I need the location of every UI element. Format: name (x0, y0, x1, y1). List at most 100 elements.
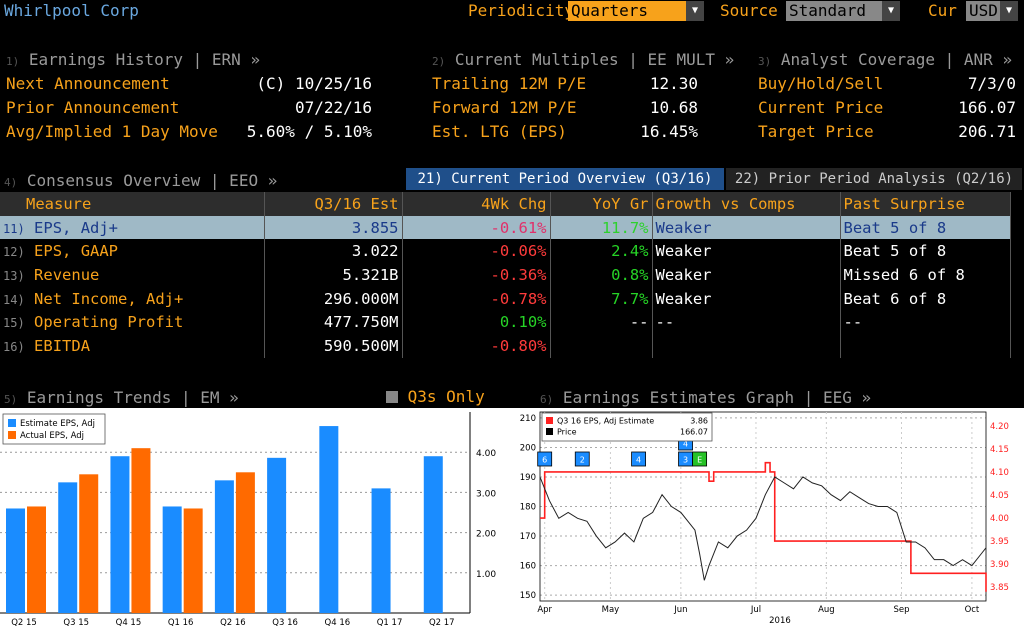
periodicity-dropdown[interactable]: Quarters ▼ (568, 1, 704, 21)
table-row[interactable]: 14) Net Income, Adj+ 296.000M -0.78% 7.7… (0, 286, 1011, 311)
table-row[interactable]: 16) EBITDA 590.500M -0.80% (0, 334, 1011, 358)
currency-value: USD (969, 1, 998, 20)
y-left-tick-label: 210 (520, 414, 536, 424)
section-number: 5) (4, 393, 18, 406)
legend-value: 166.07 (680, 428, 708, 437)
surprise-cell: Beat 5 of 8 (840, 215, 1011, 240)
surprise-cell (840, 334, 1011, 358)
tab-current-period[interactable]: 21) Current Period Overview (Q3/16) (406, 168, 724, 190)
y-right-tick-label: 4.20 (990, 422, 1009, 432)
section-number: 3) (758, 55, 772, 68)
earnings-estimates-graph-link[interactable]: 6) Earnings Estimates Graph | EEG » (540, 388, 871, 407)
column-header[interactable]: Q3/16 Est (264, 192, 403, 216)
x-tick-label: Q3 16 (272, 618, 298, 628)
earnings-history-link[interactable]: 1) Earnings History | ERN » (6, 50, 260, 69)
column-header[interactable]: 4Wk Chg (402, 192, 551, 216)
table-row[interactable]: 11) EPS, Adj+ 3.855 -0.61% 11.7% Weaker … (0, 215, 1011, 240)
estimate-cell: 3.022 (264, 239, 403, 264)
source-dropdown[interactable]: Standard ▼ (786, 1, 900, 21)
legend-swatch (8, 431, 16, 439)
bar-actual (131, 448, 151, 613)
source-label: Source (720, 1, 778, 20)
yoy-cell: -- (550, 310, 653, 335)
yoy-cell: 7.7% (550, 286, 653, 311)
yoy-cell (550, 334, 653, 358)
periodicity-label: Periodicity (468, 1, 574, 20)
column-header[interactable]: Growth vs Comps (652, 192, 841, 216)
x-tick-label: Apr (537, 605, 552, 615)
section-title: Earnings Estimates Graph | EEG » (562, 388, 872, 407)
section-number: 6) (540, 393, 554, 406)
current-multiples-link[interactable]: 2) Current Multiples | EE MULT » (432, 50, 734, 69)
analyst-coverage-link[interactable]: 3) Analyst Coverage | ANR » (758, 50, 1012, 69)
tab-prior-period[interactable]: 22) Prior Period Analysis (Q2/16) (726, 168, 1022, 190)
trailing-pe-label: Trailing 12M P/E (432, 74, 587, 93)
event-marker-label: 4 (683, 440, 688, 449)
x-tick-label: Q1 17 (377, 618, 403, 628)
x-tick-label: Q2 15 (11, 618, 37, 628)
measure-cell: EPS, Adj+ (34, 218, 119, 237)
estimate-cell: 477.750M (264, 310, 403, 335)
surprise-cell: Beat 6 of 8 (840, 286, 1011, 311)
y-left-tick-label: 160 (520, 562, 536, 572)
column-header[interactable]: Past Surprise (840, 192, 1011, 216)
measure-cell: EPS, GAAP (34, 242, 119, 261)
bar-estimate (6, 508, 25, 613)
measure-cell: Operating Profit (34, 313, 184, 332)
bar-estimate (214, 480, 234, 613)
x-tick-label: Q3 15 (63, 618, 89, 628)
change-cell: -0.36% (402, 263, 551, 287)
change-cell: -0.06% (402, 239, 551, 264)
event-marker (692, 451, 708, 467)
yoy-cell: 11.7% (550, 215, 653, 240)
legend-swatch (546, 428, 553, 435)
x-tick-label: Oct (965, 605, 980, 615)
bar-estimate (423, 456, 443, 613)
prior-announcement-label: Prior Announcement (6, 98, 180, 117)
earnings-trends-link[interactable]: 5) Earnings Trends | EM » (4, 388, 239, 407)
consensus-overview-link[interactable]: 4) Consensus Overview | EEO » (4, 171, 277, 190)
currency-label: Cur (928, 1, 957, 20)
x-tick-label: Q2 17 (429, 618, 455, 628)
buy-hold-sell-value: 7/3/0 (967, 74, 1016, 93)
table-header-row: Measure Q3/16 Est 4Wk Chg YoY Gr Growth … (0, 192, 1011, 216)
x-tick-label: Q1 16 (168, 618, 194, 628)
event-marker-label: 4 (636, 456, 641, 465)
legend-swatch (546, 417, 553, 424)
table-row[interactable]: 13) Revenue 5.321B -0.36% 0.8% Weaker Mi… (0, 263, 1011, 287)
section-title: Earnings Trends | EM » (26, 388, 239, 407)
column-header[interactable]: YoY Gr (550, 192, 653, 216)
y-left-tick-label: 170 (520, 532, 536, 542)
y-left-tick-label: 190 (520, 473, 536, 483)
legend-swatch (8, 419, 16, 427)
row-number: 12) (3, 245, 25, 260)
x-year-label: 2016 (769, 616, 791, 626)
source-value: Standard (789, 1, 867, 20)
table-row[interactable]: 12) EPS, GAAP 3.022 -0.06% 2.4% Weaker B… (0, 239, 1011, 264)
row-number: 16) (3, 339, 25, 354)
row-number: 11) (3, 221, 25, 236)
column-header[interactable]: Measure (0, 192, 265, 216)
surprise-cell: Missed 6 of 8 (840, 263, 1011, 287)
bar-actual (183, 508, 203, 613)
event-marker-label: 2 (580, 456, 585, 465)
q3s-only-toggle[interactable]: Q3s Only (386, 387, 485, 406)
change-cell: -0.61% (402, 215, 551, 240)
y-right-tick-label: 4.15 (990, 445, 1009, 455)
chevron-down-icon: ▼ (686, 1, 704, 21)
measure-cell: EBITDA (34, 336, 91, 355)
currency-dropdown[interactable]: USD ▼ (966, 1, 1018, 21)
section-title: Consensus Overview | EEO » (26, 171, 278, 190)
x-tick-label: Jul (750, 605, 761, 615)
change-cell: -0.80% (402, 334, 551, 358)
surprise-cell: -- (840, 310, 1011, 335)
measure-cell: Net Income, Adj+ (34, 289, 184, 308)
legend-label: Estimate EPS, Adj (20, 419, 95, 429)
row-number: 14) (3, 292, 25, 307)
target-price-label: Target Price (758, 122, 874, 141)
table-row[interactable]: 15) Operating Profit 477.750M 0.10% -- -… (0, 310, 1011, 335)
yoy-cell: 2.4% (550, 239, 653, 264)
bar-estimate (58, 482, 78, 613)
bar-estimate (319, 426, 339, 613)
comps-cell: Weaker (652, 215, 841, 240)
